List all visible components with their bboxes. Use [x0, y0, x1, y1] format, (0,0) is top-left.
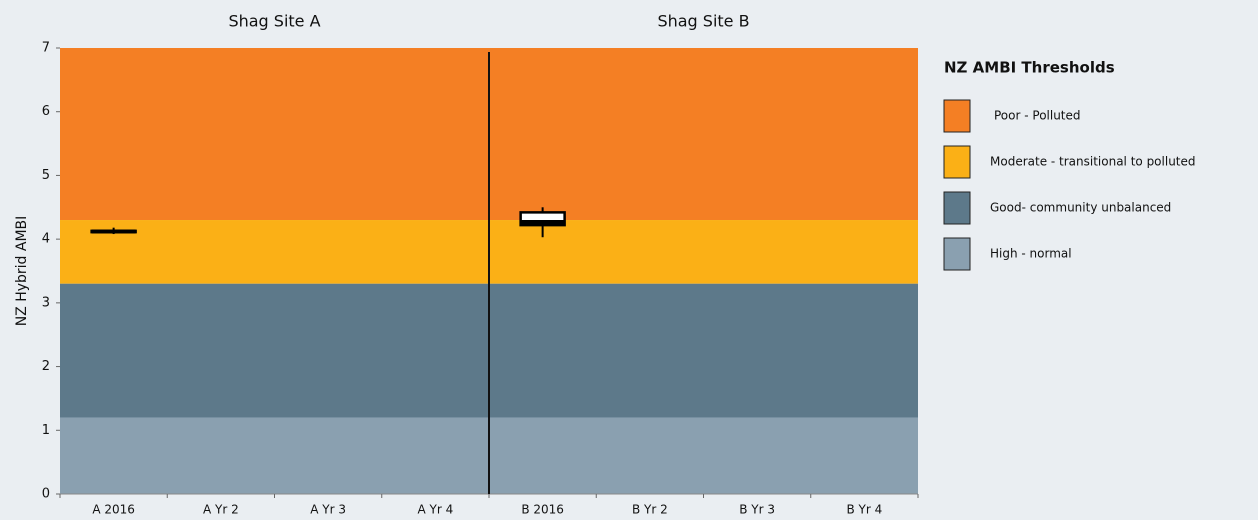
- x-tick-label: B Yr 3: [739, 503, 775, 517]
- x-tick-label: B Yr 4: [846, 503, 882, 517]
- y-tick-label: 1: [42, 423, 50, 438]
- x-tick-label: B 2016: [521, 503, 564, 517]
- legend-label: High - normal: [990, 247, 1072, 261]
- legend-label: Poor - Polluted: [994, 109, 1081, 123]
- y-tick-label: 0: [42, 487, 50, 502]
- x-tick-label: A Yr 3: [310, 503, 346, 517]
- y-tick-label: 5: [42, 168, 50, 183]
- legend-label: Moderate - transitional to polluted: [990, 155, 1196, 169]
- legend-swatch: [943, 145, 971, 179]
- x-tick-label: B Yr 2: [632, 503, 668, 517]
- legend-swatch: [943, 191, 971, 225]
- legend-label: Good- community unbalanced: [990, 201, 1171, 215]
- group-label: Shag Site B: [657, 12, 749, 31]
- legend-swatch: [943, 99, 971, 133]
- legend-title: NZ AMBI Thresholds: [944, 59, 1115, 77]
- y-tick-label: 3: [42, 295, 50, 310]
- y-axis-label: NZ Hybrid AMBI: [14, 216, 30, 327]
- group-label: Shag Site A: [228, 12, 320, 31]
- x-tick-label: A Yr 4: [418, 503, 454, 517]
- y-tick-label: 4: [42, 232, 50, 247]
- x-tick-label: A Yr 2: [203, 503, 239, 517]
- y-tick-label: 6: [42, 104, 50, 119]
- y-tick-label: 7: [42, 41, 50, 56]
- legend-swatch: [943, 237, 971, 271]
- y-tick-label: 2: [42, 359, 50, 374]
- x-tick-label: A 2016: [92, 503, 135, 517]
